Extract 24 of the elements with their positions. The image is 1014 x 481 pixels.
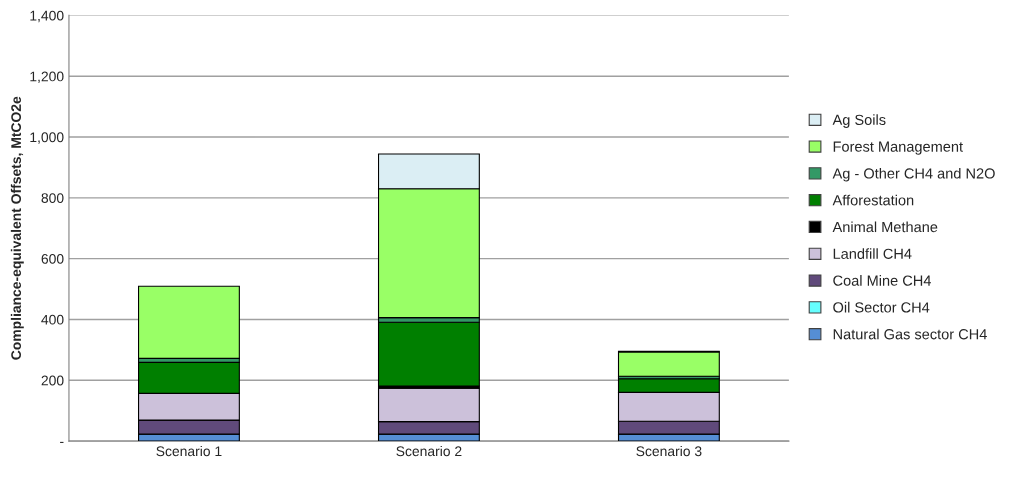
- legend-label: Afforestation: [832, 194, 914, 206]
- legend-label: Landfill CH4: [833, 248, 912, 259]
- bar: [617, 351, 720, 377]
- legend-label: Forest Management: [833, 141, 963, 155]
- x-tick-label: Scenario 3: [636, 445, 702, 457]
- x-tick-label: Scenario 1: [156, 445, 222, 457]
- y-tick-label: -: [60, 441, 64, 443]
- y-axis-title: Compliance-equivalent Offsets, MtCO2e: [10, 96, 24, 360]
- y-tick-label: 1,200: [30, 71, 64, 84]
- y-tick-label: 1,000: [30, 132, 64, 144]
- legend-label: Natural Gas sector CH4: [833, 328, 987, 340]
- legend-label: Ag Soils: [832, 114, 886, 128]
- y-tick-label: 600: [41, 253, 64, 264]
- legend-label: Ag - Other CH4 and N2O: [832, 167, 995, 182]
- legend-label: Oil Sector CH4: [833, 301, 930, 313]
- bar: [377, 321, 480, 387]
- y-tick-label: 400: [41, 314, 64, 325]
- y-tick-label: 800: [41, 193, 64, 203]
- x-tick-label: Scenario 2: [396, 445, 462, 457]
- y-tick-label: 1,400: [30, 10, 64, 23]
- bar: [137, 285, 240, 359]
- legend-label: Coal Mine CH4: [833, 275, 931, 286]
- legend-label: Animal Methane: [832, 221, 938, 233]
- y-tick-label: 200: [41, 375, 64, 386]
